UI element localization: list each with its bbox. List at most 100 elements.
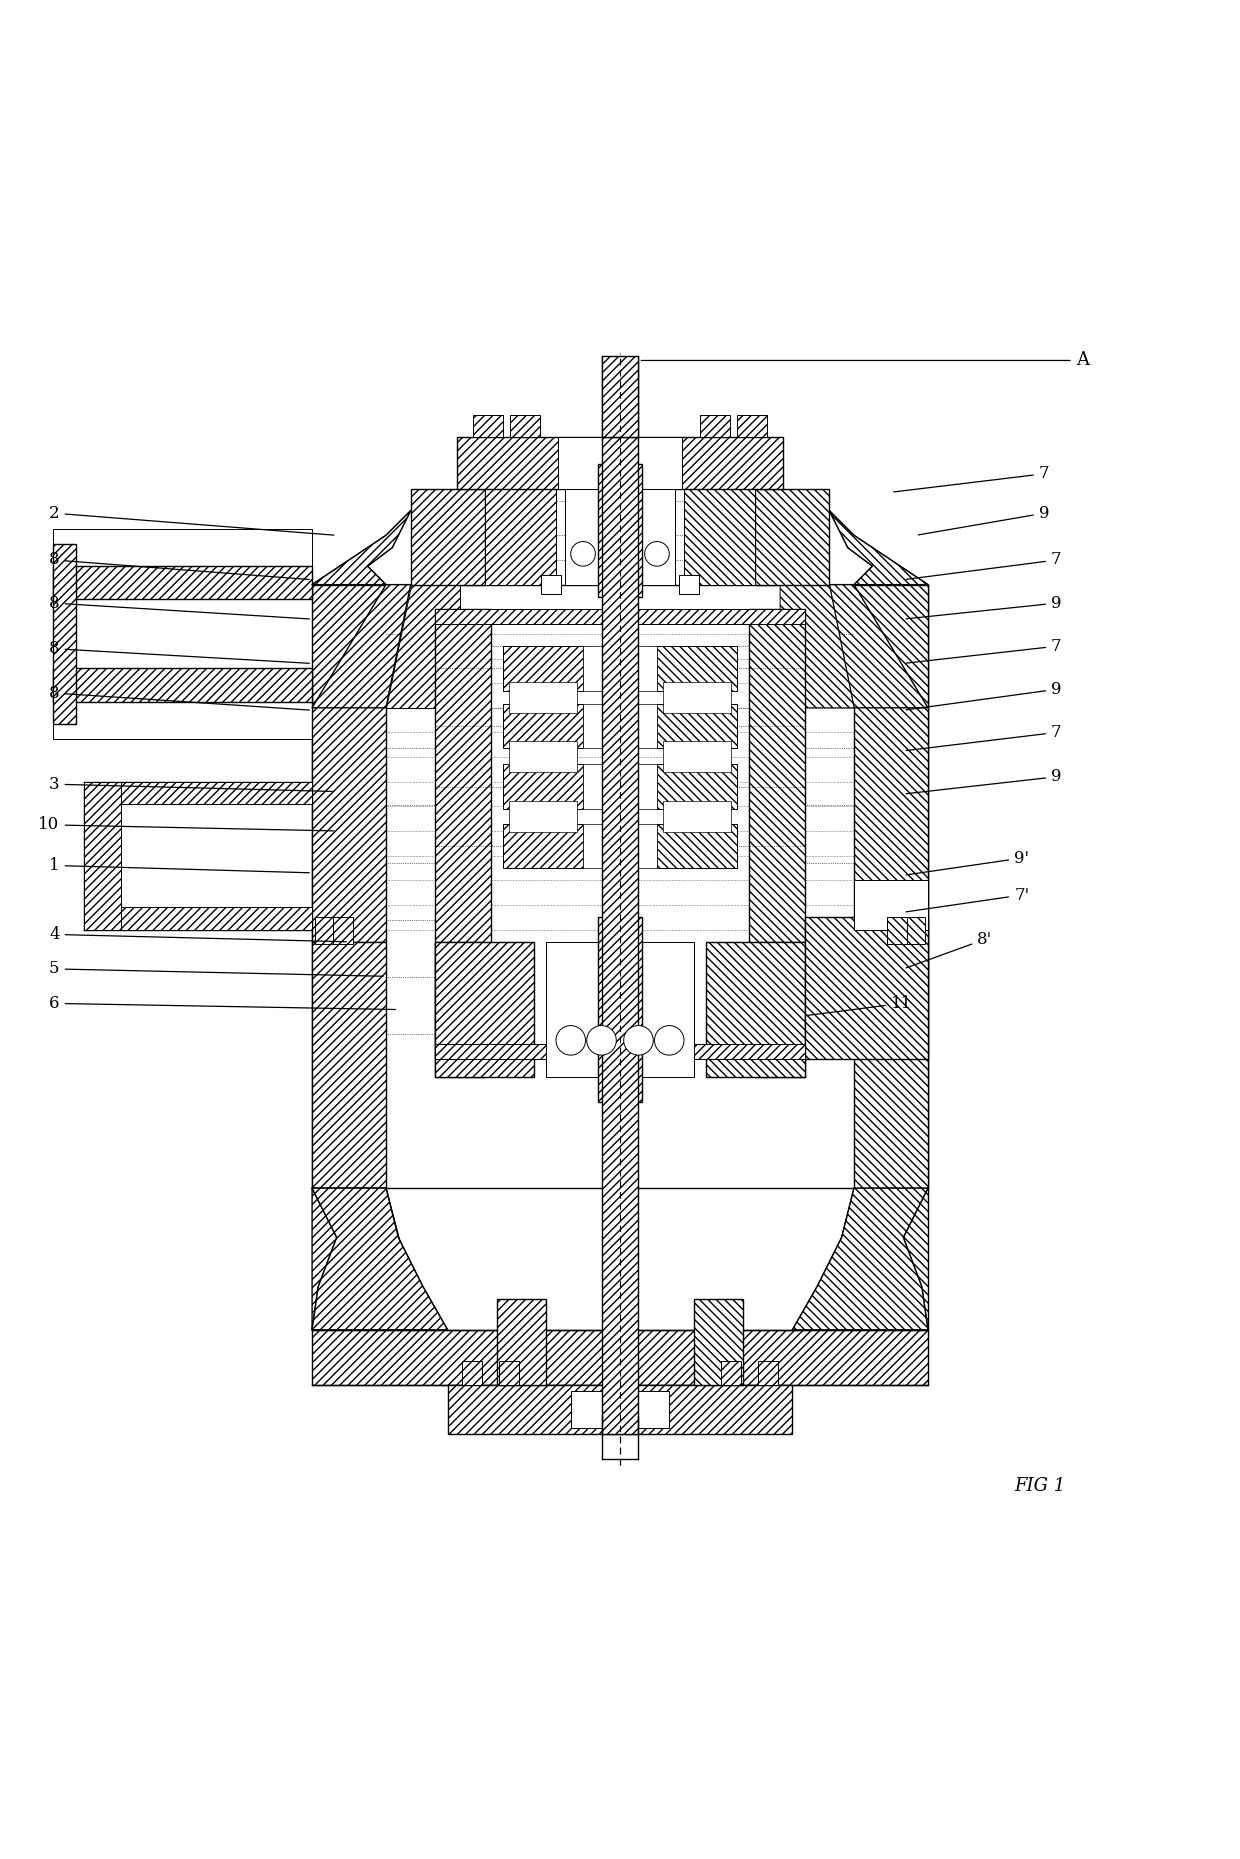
Polygon shape [312,1329,928,1385]
Polygon shape [84,781,122,930]
Polygon shape [312,1188,423,1329]
Text: 6: 6 [50,995,396,1011]
Bar [601,437,639,1435]
Polygon shape [830,511,928,584]
Bar [888,916,906,944]
Text: 5: 5 [50,961,383,978]
Bar [583,705,657,749]
Text: 1: 1 [48,857,309,874]
Bar [680,574,699,595]
Text: 3: 3 [48,775,334,792]
Text: 7: 7 [906,723,1061,751]
Polygon shape [53,567,312,599]
Text: 9: 9 [906,768,1061,794]
Text: 9: 9 [919,504,1049,535]
Bar [570,1391,670,1428]
Polygon shape [684,489,755,584]
Polygon shape [312,943,386,1188]
Text: FIG 1: FIG 1 [1014,1478,1065,1495]
Text: 7': 7' [906,887,1029,913]
Polygon shape [122,907,312,930]
Text: 10: 10 [38,816,334,833]
Polygon shape [386,584,460,708]
Bar [905,916,925,944]
Bar [663,682,730,712]
Text: 9: 9 [906,680,1061,710]
Polygon shape [707,943,805,1078]
Polygon shape [503,824,583,868]
Text: 7: 7 [906,638,1061,664]
Polygon shape [435,610,491,1060]
Polygon shape [485,489,556,584]
Polygon shape [780,584,854,708]
Text: 9: 9 [906,595,1061,619]
Polygon shape [312,584,410,708]
Circle shape [556,1026,585,1056]
Circle shape [587,1026,616,1056]
Circle shape [645,541,670,567]
Polygon shape [854,943,928,1188]
Text: 8: 8 [48,684,309,710]
Polygon shape [755,489,830,584]
Polygon shape [458,437,782,489]
Bar [510,801,577,831]
Text: 8: 8 [48,639,309,664]
Text: 8: 8 [48,552,309,580]
Polygon shape [497,1299,546,1385]
Polygon shape [830,584,928,708]
Bar [854,879,928,930]
Polygon shape [657,824,737,868]
Bar [663,740,730,771]
Polygon shape [312,584,386,943]
Polygon shape [792,1188,928,1329]
Polygon shape [503,764,583,809]
Polygon shape [122,781,312,803]
Bar [720,1361,740,1385]
Bar [583,824,657,868]
Polygon shape [312,1188,448,1329]
Bar [701,415,729,437]
Bar [583,764,657,809]
Text: 8': 8' [906,931,992,969]
Text: 11: 11 [807,995,913,1015]
Text: A: A [641,351,1089,370]
Bar [510,682,577,712]
Polygon shape [657,705,737,749]
Polygon shape [657,764,737,809]
Text: 9': 9' [906,850,1029,876]
Bar [601,355,639,437]
Text: 7: 7 [894,465,1049,493]
Text: 4: 4 [48,926,346,943]
Bar [737,415,766,437]
Circle shape [570,541,595,567]
Polygon shape [854,584,928,943]
Bar [315,916,335,944]
Bar [463,1361,482,1385]
Bar [334,916,352,944]
Bar [474,415,503,437]
Circle shape [624,1026,653,1056]
Polygon shape [817,1188,928,1329]
Polygon shape [805,916,928,1060]
Bar [564,489,676,584]
Polygon shape [435,943,533,1078]
Bar [598,916,642,1102]
Polygon shape [694,1299,743,1385]
Bar [583,647,657,690]
Polygon shape [749,610,805,1060]
Bar [546,943,694,1078]
Bar [435,1045,805,1060]
Bar [500,1361,520,1385]
Text: 8: 8 [48,595,309,619]
Bar [663,801,730,831]
Polygon shape [503,647,583,690]
Bar [53,530,312,738]
Bar [541,574,560,595]
Bar [510,740,577,771]
Polygon shape [755,943,805,1078]
Polygon shape [503,705,583,749]
Polygon shape [312,511,410,584]
Polygon shape [53,545,76,723]
Bar [758,1361,777,1385]
Bar [435,610,805,625]
